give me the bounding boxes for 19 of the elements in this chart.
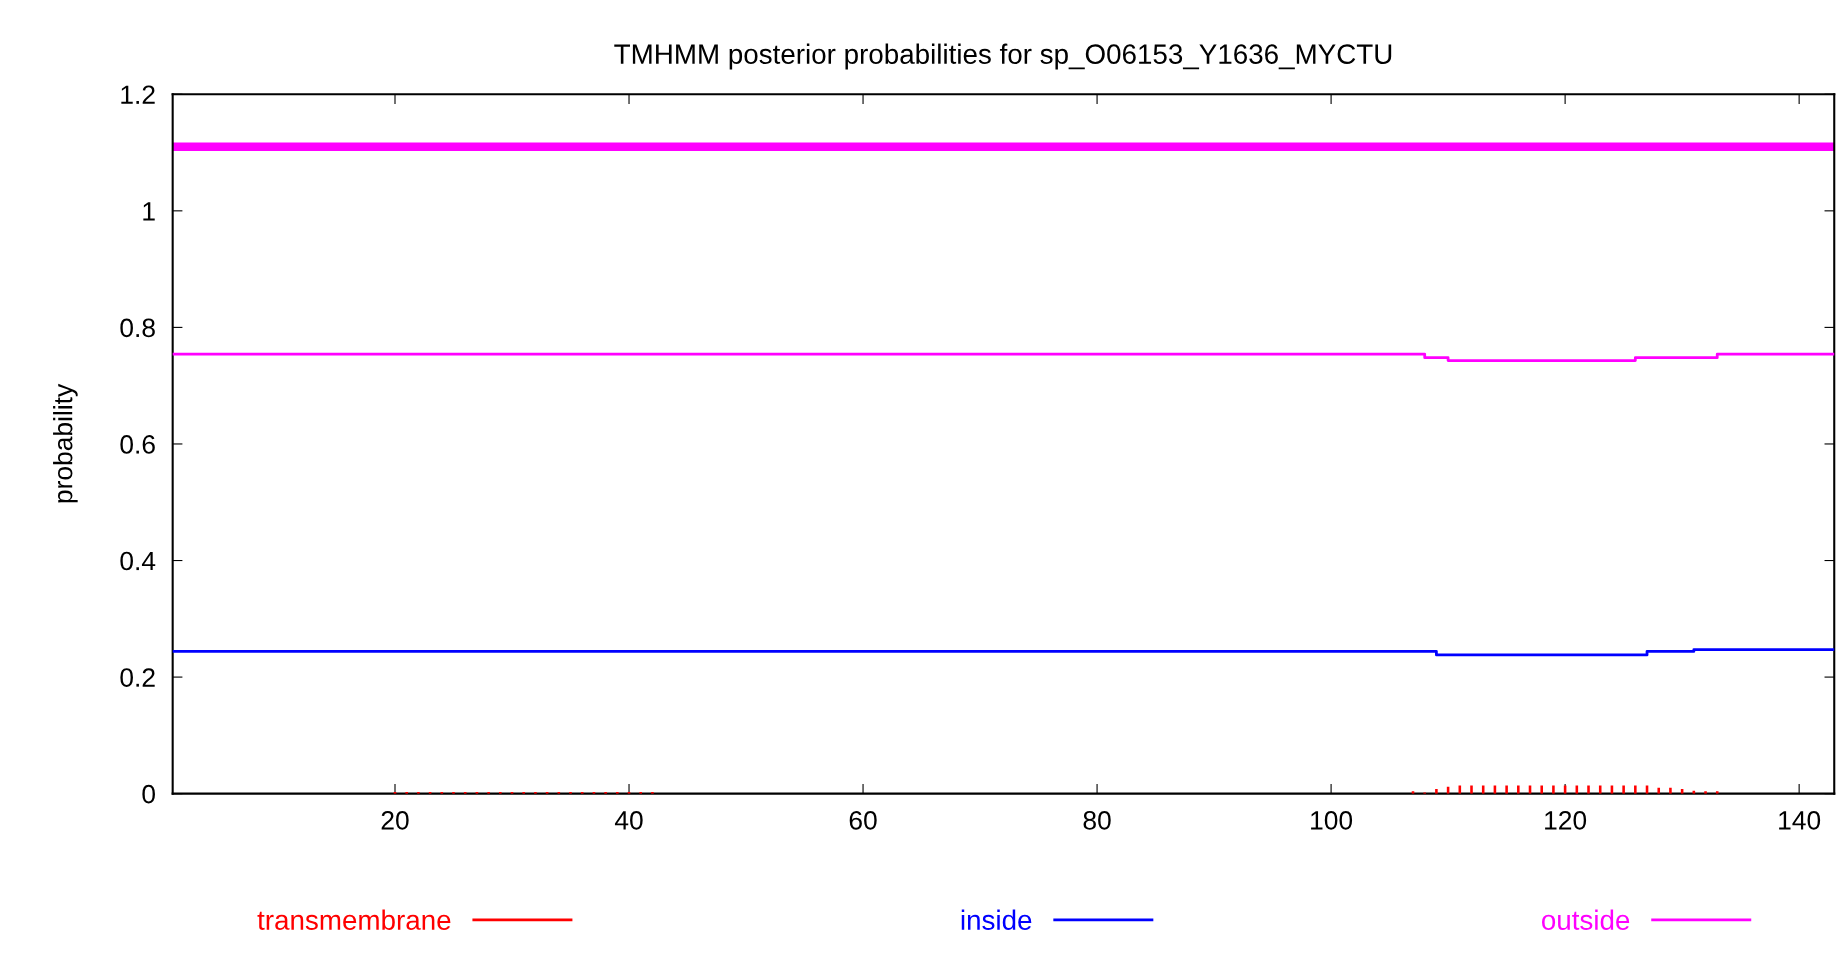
y-tick-label: 0 [142,784,155,804]
chart-title: TMHMM posterior probabilities for sp_O06153_Y1636_MYCTU [614,43,1392,70]
legend-label: inside [961,909,1032,930]
y-tick-label: 0.4 [120,551,156,571]
x-tick-label: 20 [381,811,409,830]
y-tick-label: 1.2 [121,85,155,104]
x-tick-label: 140 [1779,811,1821,830]
x-tick-label: 40 [614,811,643,830]
y-tick-label: 0.8 [120,318,155,338]
legend-label: outside [1542,909,1630,930]
y-tick-label: 0.6 [120,435,155,454]
x-tick-label: 60 [849,811,877,830]
x-tick-label: 80 [1083,811,1111,830]
x-tick-label: 100 [1311,811,1353,830]
y-tick-label: 0.2 [120,668,155,687]
legend-label: transmembrane [257,909,451,930]
y-axis-title: probability [53,383,78,503]
x-tick-label: 120 [1545,811,1587,830]
y-tick-label: 1 [143,202,155,221]
